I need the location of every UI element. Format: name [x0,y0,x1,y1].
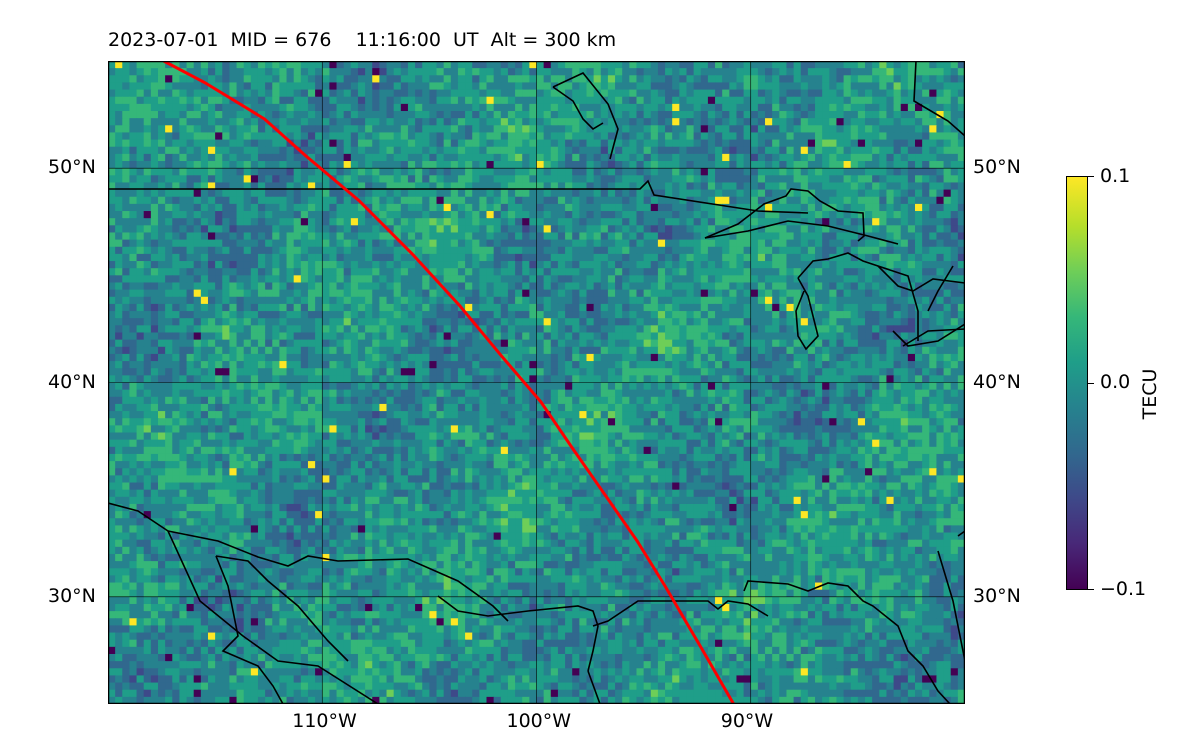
latitude-label-right: 30°N [973,584,1021,607]
graticule [108,61,965,704]
colorbar [1066,176,1088,590]
tec-heatmap [108,61,965,704]
colorbar-tick [1088,383,1094,384]
map-frame [108,61,965,704]
latitude-label-right: 50°N [973,156,1021,179]
latitude-label-left: 30°N [48,584,96,607]
map-title: 2023-07-01 MID = 676 11:16:00 UT Alt = 3… [108,29,617,51]
satellite-track [163,61,735,704]
latitude-label-right: 40°N [973,370,1021,393]
colorbar-tick [1088,176,1094,177]
colorbar-tick-label-min: −0.1 [1100,578,1147,600]
latitude-label-left: 40°N [48,370,96,393]
coastlines [108,61,965,704]
colorbar-tick [1088,589,1094,590]
longitude-label: 110°W [292,710,357,732]
colorbar-tick-label-mid: 0.0 [1100,371,1131,393]
map-canvas [108,61,965,704]
colorbar-tick-label-max: 0.1 [1100,165,1131,187]
tec-map [108,61,965,704]
colorbar-label: TECU [1139,368,1161,420]
longitude-label: 90°W [720,710,774,732]
longitude-label: 100°W [506,710,572,732]
latitude-label-left: 50°N [48,156,96,179]
